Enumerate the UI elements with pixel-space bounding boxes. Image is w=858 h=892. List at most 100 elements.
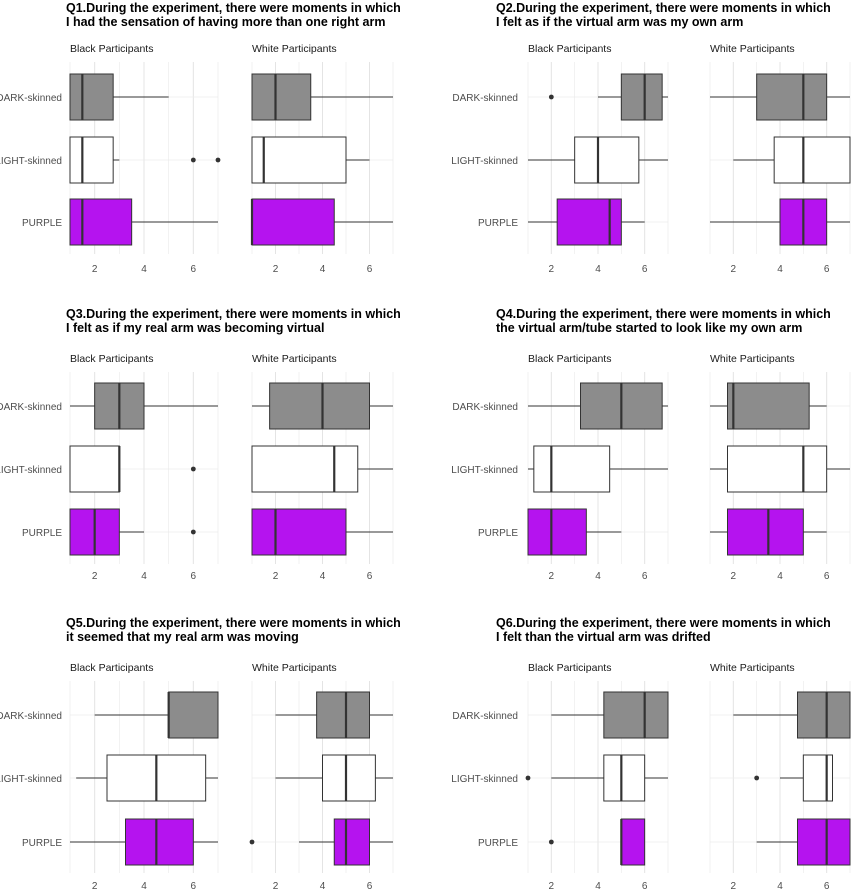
box-purple (251, 508, 347, 556)
x-tick-label: 2 (92, 571, 98, 582)
facet-label: Black Participants (528, 662, 611, 674)
box-purple (69, 198, 133, 246)
outlier-point (525, 775, 531, 781)
box-dark-skinned (269, 382, 370, 430)
y-label-light-skinned: LIGHT-skinned (451, 774, 518, 785)
box-dark-skinned (168, 691, 219, 739)
y-label-dark-skinned: DARK-skinned (0, 93, 62, 104)
y-label-purple: PURPLE (478, 528, 518, 539)
y-label-dark-skinned: DARK-skinned (452, 93, 518, 104)
facet-label: Black Participants (70, 353, 153, 365)
y-label-dark-skinned: DARK-skinned (0, 402, 62, 413)
outlier-point (548, 839, 554, 845)
y-label-purple: PURPLE (22, 528, 62, 539)
box-light-skinned (802, 754, 833, 802)
y-label-purple: PURPLE (22, 838, 62, 849)
facet-label: Black Participants (528, 353, 611, 365)
x-tick-label: 6 (824, 264, 830, 275)
q5-title: Q5.During the experiment, there were mom… (66, 616, 401, 630)
facet-label: White Participants (252, 662, 337, 674)
facet-label: White Participants (252, 353, 337, 365)
outlier-point (548, 94, 554, 100)
y-label-dark-skinned: DARK-skinned (0, 711, 62, 722)
y-label-light-skinned: LIGHT-skinned (0, 465, 62, 476)
x-tick-label: 6 (191, 881, 197, 892)
x-tick-label: 6 (367, 264, 373, 275)
y-label-purple: PURPLE (478, 838, 518, 849)
box-purple (797, 818, 851, 866)
x-tick-label: 2 (92, 264, 98, 275)
q5-subtitle: it seemed that my real arm was moving (66, 630, 299, 644)
q4-title: Q4.During the experiment, there were mom… (496, 307, 831, 321)
x-tick-label: 2 (273, 264, 279, 275)
box-purple (125, 818, 194, 866)
box-dark-skinned (620, 73, 663, 121)
outlier-point (215, 157, 221, 163)
x-tick-label: 2 (549, 571, 555, 582)
box-purple (527, 508, 587, 556)
y-label-dark-skinned: DARK-skinned (452, 402, 518, 413)
box-light-skinned (251, 136, 347, 184)
box-dark-skinned (316, 691, 370, 739)
x-tick-label: 6 (824, 571, 830, 582)
box-dark-skinned (69, 73, 114, 121)
y-label-dark-skinned: DARK-skinned (452, 711, 518, 722)
x-tick-label: 6 (642, 571, 648, 582)
outlier-point (190, 466, 196, 472)
x-tick-label: 4 (595, 881, 601, 892)
outlier-point (249, 839, 255, 845)
facet-label: White Participants (710, 662, 795, 674)
x-tick-label: 2 (731, 881, 737, 892)
q3-subtitle: I felt as if my real arm was becoming vi… (66, 321, 324, 335)
box-light-skinned (69, 136, 114, 184)
x-tick-label: 6 (191, 571, 197, 582)
facet-label: Black Participants (528, 43, 611, 55)
box-purple (333, 818, 370, 866)
facet-label: White Participants (252, 43, 337, 55)
x-tick-label: 2 (92, 881, 98, 892)
x-tick-label: 4 (595, 264, 601, 275)
q3-title: Q3.During the experiment, there were mom… (66, 307, 401, 321)
x-tick-label: 2 (731, 571, 737, 582)
box-light-skinned (533, 445, 611, 493)
x-tick-label: 4 (141, 571, 147, 582)
outlier-point (754, 775, 760, 781)
facet-label: Black Participants (70, 43, 153, 55)
q1-title: Q1.During the experiment, there were mom… (66, 1, 401, 15)
x-tick-label: 4 (141, 881, 147, 892)
x-tick-label: 4 (777, 264, 783, 275)
outlier-point (190, 157, 196, 163)
x-tick-label: 2 (273, 571, 279, 582)
y-label-purple: PURPLE (478, 218, 518, 229)
y-label-purple: PURPLE (22, 218, 62, 229)
x-tick-label: 4 (141, 264, 147, 275)
q4-subtitle: the virtual arm/tube started to look lik… (496, 321, 802, 335)
box-light-skinned (251, 445, 359, 493)
box-dark-skinned (603, 691, 669, 739)
box-light-skinned (727, 445, 828, 493)
box-light-skinned (574, 136, 640, 184)
facet-label: White Participants (710, 353, 795, 365)
y-label-light-skinned: LIGHT-skinned (0, 156, 62, 167)
box-dark-skinned (727, 382, 810, 430)
q1-subtitle: I had the sensation of having more than … (66, 15, 385, 29)
outlier-point (190, 529, 196, 535)
x-tick-label: 6 (191, 264, 197, 275)
q2-subtitle: I felt as if the virtual arm was my own … (496, 15, 743, 29)
x-tick-label: 2 (549, 264, 555, 275)
x-tick-label: 4 (320, 264, 326, 275)
x-tick-label: 4 (320, 571, 326, 582)
box-dark-skinned (251, 73, 312, 121)
box-light-skinned (322, 754, 376, 802)
q2-title: Q2.During the experiment, there were mom… (496, 1, 831, 15)
box-purple (620, 818, 646, 866)
x-tick-label: 6 (824, 881, 830, 892)
x-tick-label: 4 (777, 571, 783, 582)
x-tick-label: 2 (731, 264, 737, 275)
box-light-skinned (69, 445, 120, 493)
x-tick-label: 2 (549, 881, 555, 892)
q6-title: Q6.During the experiment, there were mom… (496, 616, 831, 630)
x-tick-label: 4 (595, 571, 601, 582)
x-tick-label: 2 (273, 881, 279, 892)
